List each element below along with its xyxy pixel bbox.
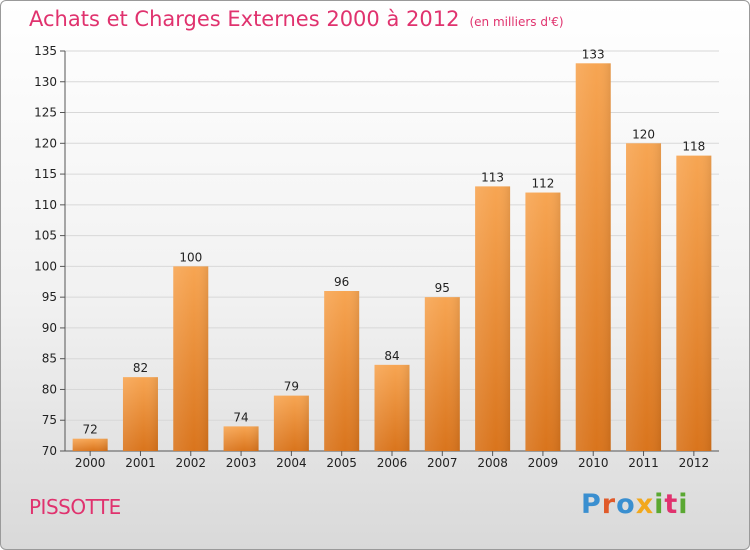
bar-shading bbox=[575, 63, 611, 452]
x-tick-label: 2003 bbox=[226, 456, 257, 470]
y-tick-label: 105 bbox=[34, 229, 57, 243]
y-tick-label: 100 bbox=[34, 259, 57, 273]
x-tick-label: 2005 bbox=[326, 456, 357, 470]
x-tick-label: 2001 bbox=[125, 456, 156, 470]
y-tick-label: 135 bbox=[34, 44, 57, 58]
y-tick-label: 110 bbox=[34, 198, 57, 212]
bar-value-label: 82 bbox=[133, 361, 148, 375]
bar-value-label: 84 bbox=[384, 349, 399, 363]
bar-shading bbox=[525, 192, 561, 452]
y-tick-label: 75 bbox=[42, 413, 57, 427]
x-tick-label: 2011 bbox=[628, 456, 659, 470]
bar-shading bbox=[324, 291, 360, 451]
place-name: PISSOTTE bbox=[29, 495, 121, 519]
x-tick-label: 2012 bbox=[679, 456, 710, 470]
bar-value-label: 96 bbox=[334, 275, 349, 289]
bar-value-label: 95 bbox=[435, 281, 450, 295]
bar-shading bbox=[122, 377, 158, 451]
bar-value-label: 118 bbox=[682, 140, 705, 154]
x-tick-label: 2009 bbox=[528, 456, 559, 470]
bar-shading bbox=[475, 186, 511, 451]
chart-subtitle: (en milliers d'€) bbox=[469, 15, 564, 29]
bar-shading bbox=[676, 155, 712, 451]
bar-shading bbox=[626, 143, 662, 452]
bar-shading bbox=[424, 297, 460, 451]
bar-value-label: 79 bbox=[284, 380, 299, 394]
bar-value-label: 72 bbox=[83, 423, 98, 437]
x-tick-label: 2000 bbox=[75, 456, 106, 470]
bar-value-label: 100 bbox=[179, 250, 202, 264]
bar-shading bbox=[374, 364, 410, 451]
y-tick-label: 90 bbox=[42, 321, 57, 335]
bar-shading bbox=[72, 438, 108, 451]
bar-value-label: 120 bbox=[632, 127, 655, 141]
bar-value-label: 113 bbox=[481, 170, 504, 184]
bar-shading bbox=[273, 395, 309, 451]
x-tick-label: 2006 bbox=[377, 456, 408, 470]
y-tick-label: 95 bbox=[42, 290, 57, 304]
bar-value-label: 112 bbox=[531, 177, 554, 191]
labels: 70 75 80 85 90 95 100 105 110 115 120 125 130 135 72 20… bbox=[34, 44, 709, 470]
bar-shading bbox=[223, 426, 259, 451]
bars bbox=[72, 63, 712, 452]
proxiti-logo: Proxiti bbox=[581, 489, 689, 520]
x-tick-label: 2004 bbox=[276, 456, 307, 470]
bar-value-label: 133 bbox=[582, 47, 605, 61]
bar-value-label: 74 bbox=[233, 410, 248, 424]
y-tick-label: 85 bbox=[42, 352, 57, 366]
y-tick-label: 80 bbox=[42, 382, 57, 396]
x-tick-label: 2010 bbox=[578, 456, 609, 470]
y-tick-label: 130 bbox=[34, 75, 57, 89]
y-tick-label: 120 bbox=[34, 136, 57, 150]
x-tick-label: 2007 bbox=[427, 456, 458, 470]
x-tick-label: 2002 bbox=[175, 456, 206, 470]
x-tick-label: 2008 bbox=[477, 456, 508, 470]
y-tick-label: 125 bbox=[34, 106, 57, 120]
y-tick-label: 115 bbox=[34, 167, 57, 181]
bar-shading bbox=[173, 266, 209, 451]
chart-title-text: Achats et Charges Externes 2000 à 2012 bbox=[29, 7, 460, 31]
chart-title: Achats et Charges Externes 2000 à 2012 (e… bbox=[29, 7, 564, 31]
y-tick-label: 70 bbox=[42, 444, 57, 458]
